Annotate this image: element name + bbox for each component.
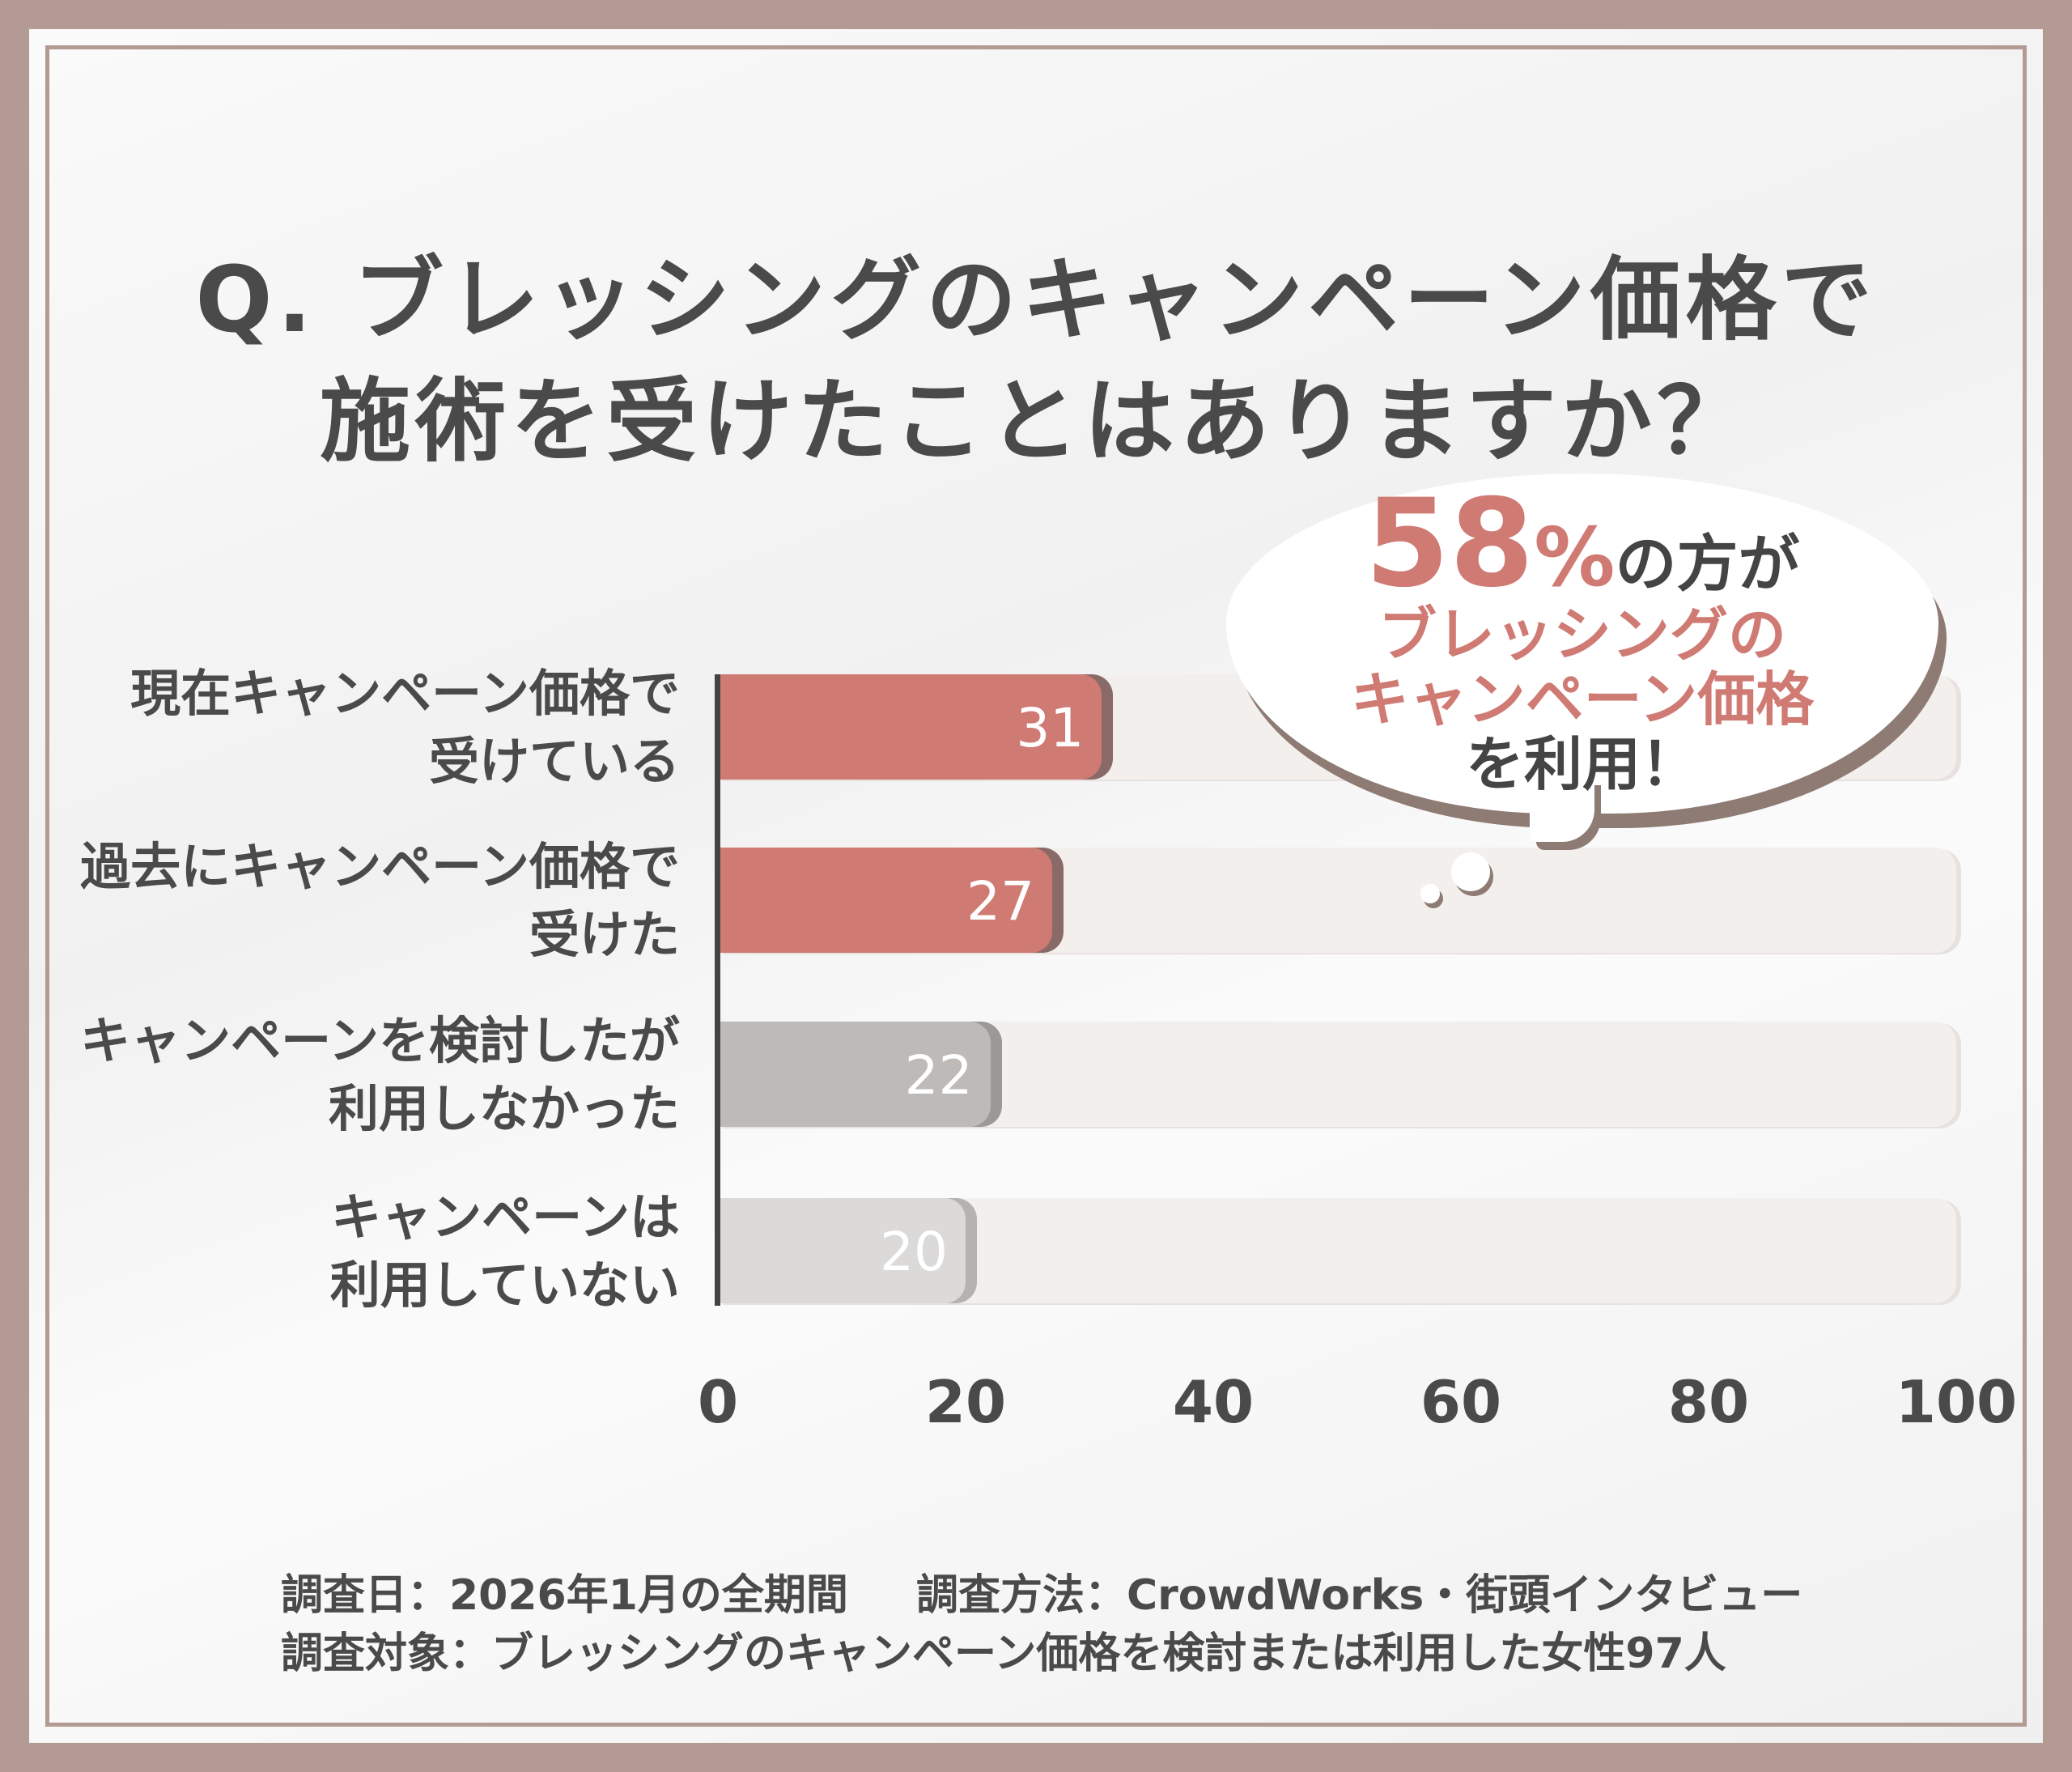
callout-bubble <box>1226 474 1938 814</box>
bar-value-label: 20 <box>880 1221 948 1283</box>
callout-line-2: ブレッシングの <box>1378 601 1786 669</box>
category-label: 利用していない <box>329 1256 680 1315</box>
bar <box>718 674 1102 780</box>
x-tick-label: 100 <box>1895 1368 2018 1436</box>
callout-percent-value: 58 <box>1365 474 1535 614</box>
bar <box>718 1022 991 1127</box>
footer-survey-date: 調査日：2026年1月の全期間 <box>281 1571 848 1620</box>
callout-line-3: キャンペーン価格 <box>1350 665 1815 733</box>
x-tick-label: 60 <box>1420 1368 1502 1436</box>
chart-title-line-2: 施術を受けたことはありますか？ <box>320 369 1752 474</box>
category-label: キャンペーンは <box>331 1188 680 1247</box>
x-tick-label: 40 <box>1172 1368 1255 1436</box>
callout-dot-large <box>1451 852 1490 891</box>
x-tick-label: 80 <box>1667 1368 1750 1436</box>
category-label: 現在キャンペーン価格で <box>130 664 680 723</box>
callout-tail <box>1530 777 1594 842</box>
footer-survey-method: 調査方法：CrowdWorks・街頭インタビュー <box>916 1571 1803 1620</box>
footer-survey-target: 調査対象：ブレッシングのキャンペーン価格を検討または利用した女性97人 <box>281 1630 1726 1678</box>
callout-text: の方が <box>1615 528 1800 600</box>
category-label: キャンペーンを検討したが <box>80 1011 680 1070</box>
card-border <box>45 45 2027 1727</box>
callout-line-1: 58%の方が <box>1226 474 1938 614</box>
x-tick-label: 20 <box>924 1368 1007 1436</box>
bar-value-label: 22 <box>904 1044 973 1107</box>
category-label: 受けている <box>428 732 680 791</box>
category-label: 受けた <box>529 905 680 964</box>
callout-dot-small <box>1420 884 1440 903</box>
chart-title-line-1: Q. ブレッシングのキャンペーン価格で <box>195 248 1877 353</box>
bar-value-label: 27 <box>966 870 1035 933</box>
bar-value-label: 31 <box>1016 697 1085 759</box>
x-tick-label: 0 <box>697 1368 739 1436</box>
bar <box>718 1198 966 1303</box>
y-axis-line <box>715 674 720 1306</box>
category-label: 利用しなかった <box>328 1079 680 1138</box>
callout-percent-sign: % <box>1534 510 1616 605</box>
bar <box>718 848 1053 953</box>
callout-line-4: を利用！ <box>1465 730 1699 798</box>
category-label: 過去にキャンペーン価格で <box>80 837 680 896</box>
